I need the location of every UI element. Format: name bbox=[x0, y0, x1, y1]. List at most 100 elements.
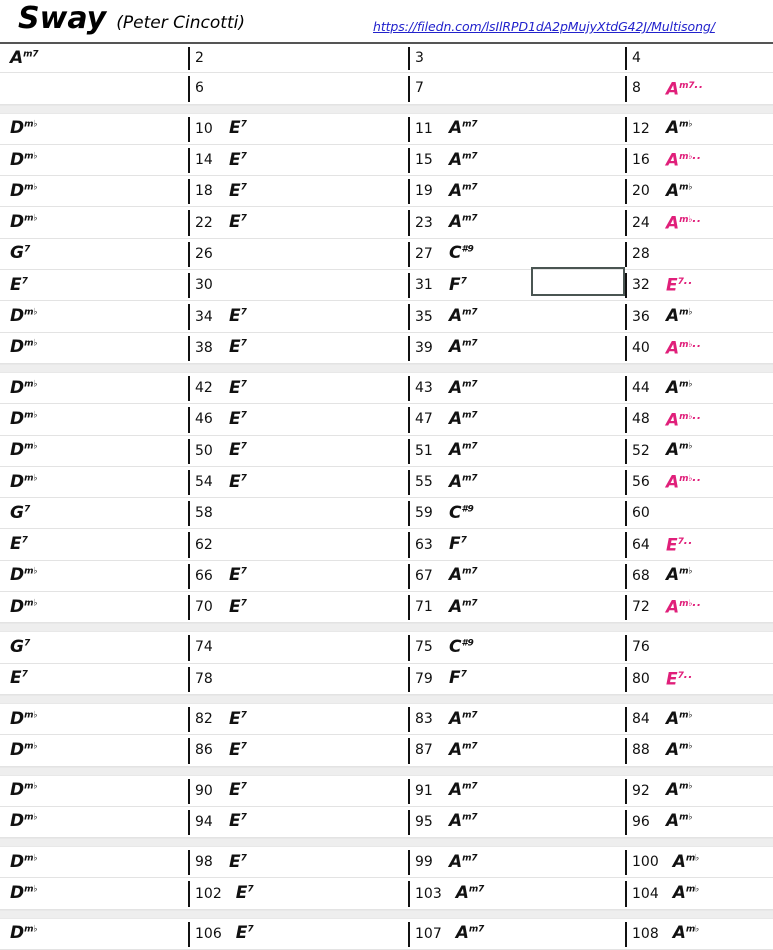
measure-cell[interactable]: E7 bbox=[0, 664, 188, 694]
measure-cell[interactable]: Dm♭ bbox=[0, 847, 188, 877]
chord-symbol[interactable]: Am7 bbox=[456, 885, 485, 902]
measure-cell[interactable]: 12 Am♭ bbox=[625, 114, 773, 144]
measure-cell[interactable]: E7 bbox=[0, 270, 188, 300]
measure-cell[interactable]: 30 bbox=[188, 270, 408, 300]
measure-cell[interactable]: Dm♭ bbox=[0, 333, 188, 363]
chord-symbol[interactable]: Dm♭ bbox=[10, 853, 37, 871]
chord-symbol[interactable]: Am♭ bbox=[666, 379, 693, 397]
chord-symbol[interactable]: G7 bbox=[10, 245, 30, 262]
chord-symbol[interactable]: Am♭ bbox=[673, 925, 700, 942]
chord-symbol[interactable]: G7 bbox=[10, 504, 30, 522]
chord-symbol[interactable]: G7 bbox=[10, 638, 30, 656]
measure-cell[interactable]: 55 Am7 bbox=[408, 467, 625, 497]
chord-symbol[interactable]: E7 bbox=[236, 925, 254, 942]
measure-cell[interactable]: 46 E7 bbox=[188, 404, 408, 434]
measure-cell[interactable]: 20 Am♭ bbox=[625, 176, 773, 206]
measure-cell[interactable]: Dm♭ bbox=[0, 807, 188, 837]
measure-cell[interactable]: 6 bbox=[188, 73, 408, 103]
measure-cell[interactable]: 80 E7.. bbox=[625, 664, 773, 694]
source-url-link[interactable]: https://filedn.com/lsIlRPD1dA2pMujyXtdG4… bbox=[373, 19, 715, 34]
chord-symbol[interactable]: Dm♭ bbox=[10, 567, 37, 584]
measure-cell[interactable]: 10 E7 bbox=[188, 114, 408, 144]
measure-cell[interactable]: Dm♭ bbox=[0, 436, 188, 466]
measure-cell[interactable]: Dm♭ bbox=[0, 592, 188, 622]
chord-symbol[interactable]: E7 bbox=[229, 710, 247, 728]
chord-symbol[interactable]: C#9 bbox=[449, 504, 474, 522]
chord-symbol[interactable]: E7 bbox=[229, 182, 247, 200]
measure-cell[interactable]: 108 Am♭ bbox=[625, 919, 773, 949]
chord-symbol[interactable]: Dm♭ bbox=[10, 379, 37, 397]
measure-cell[interactable]: 99 Am7 bbox=[408, 847, 625, 877]
measure-cell[interactable]: 2 bbox=[188, 44, 408, 72]
chord-symbol[interactable]: Am♭ bbox=[666, 308, 693, 325]
measure-cell[interactable]: 32 E7.. bbox=[625, 270, 773, 300]
chord-symbol[interactable]: F7 bbox=[449, 276, 467, 294]
chord-symbol[interactable]: Dm♭ bbox=[10, 120, 37, 137]
measure-cell[interactable]: Dm♭ bbox=[0, 404, 188, 434]
chord-symbol[interactable]: E7 bbox=[229, 853, 247, 871]
measure-cell[interactable]: G7 bbox=[0, 632, 188, 662]
measure-cell[interactable]: Dm♭ bbox=[0, 301, 188, 331]
measure-cell[interactable]: Am7 bbox=[0, 44, 188, 72]
measure-cell[interactable]: 38 E7 bbox=[188, 333, 408, 363]
chord-symbol[interactable]: Am♭ bbox=[673, 885, 700, 902]
measure-cell[interactable]: 27 C#9 bbox=[408, 239, 625, 269]
measure-cell[interactable]: 26 bbox=[188, 239, 408, 269]
chord-symbol[interactable]: Dm♭ bbox=[10, 410, 37, 428]
measure-cell[interactable]: 71 Am7 bbox=[408, 592, 625, 622]
chord-symbol[interactable]: Am♭ bbox=[666, 442, 693, 459]
measure-cell[interactable]: 40 Am♭.. bbox=[625, 333, 773, 363]
measure-cell[interactable]: 16 Am♭.. bbox=[625, 145, 773, 175]
chord-symbol[interactable]: Dm♭ bbox=[10, 598, 37, 616]
chord-symbol[interactable]: Am7 bbox=[449, 710, 478, 728]
chord-symbol[interactable]: Am7 bbox=[449, 214, 478, 231]
chord-symbol[interactable]: E7 bbox=[229, 410, 247, 428]
chord-symbol[interactable]: Am7 bbox=[449, 410, 478, 428]
measure-cell[interactable]: Dm♭ bbox=[0, 207, 188, 237]
measure-cell[interactable]: 90 E7 bbox=[188, 776, 408, 806]
chord-symbol[interactable]: Am♭.. bbox=[666, 213, 702, 233]
measure-cell[interactable]: 95 Am7 bbox=[408, 807, 625, 837]
chord-symbol[interactable]: Am7 bbox=[456, 925, 485, 942]
chord-symbol[interactable]: Am7 bbox=[449, 782, 478, 799]
measure-cell[interactable]: 75 C#9 bbox=[408, 632, 625, 662]
measure-cell[interactable]: 14 E7 bbox=[188, 145, 408, 175]
measure-cell[interactable]: Dm♭ bbox=[0, 145, 188, 175]
chord-symbol[interactable]: E7 bbox=[229, 442, 247, 459]
measure-cell[interactable]: Dm♭ bbox=[0, 776, 188, 806]
chord-symbol[interactable]: E7.. bbox=[666, 275, 693, 295]
measure-cell[interactable]: 72 Am♭.. bbox=[625, 592, 773, 622]
measure-cell[interactable]: 84 Am♭ bbox=[625, 704, 773, 734]
measure-cell[interactable]: 8 Am7.. bbox=[625, 73, 773, 103]
measure-cell[interactable]: 78 bbox=[188, 664, 408, 694]
chord-symbol[interactable]: Dm♭ bbox=[10, 710, 37, 728]
measure-cell[interactable]: 100 Am♭ bbox=[625, 847, 773, 877]
measure-cell[interactable]: Dm♭ bbox=[0, 373, 188, 403]
measure-cell[interactable]: 96 Am♭ bbox=[625, 807, 773, 837]
chord-symbol[interactable]: Am♭.. bbox=[666, 338, 702, 358]
chord-symbol[interactable]: Dm♭ bbox=[10, 925, 37, 942]
measure-cell[interactable]: Dm♭ bbox=[0, 467, 188, 497]
measure-cell[interactable]: Dm♭ bbox=[0, 704, 188, 734]
chord-symbol[interactable]: Am♭ bbox=[666, 182, 693, 200]
chord-symbol[interactable]: Am♭ bbox=[666, 567, 693, 584]
measure-cell[interactable]: 58 bbox=[188, 498, 408, 528]
chord-symbol[interactable]: Am7 bbox=[449, 339, 478, 356]
measure-cell[interactable]: 22 E7 bbox=[188, 207, 408, 237]
measure-cell[interactable]: 50 E7 bbox=[188, 436, 408, 466]
chord-symbol[interactable]: E7 bbox=[229, 567, 247, 584]
measure-cell[interactable]: 35 Am7 bbox=[408, 301, 625, 331]
chord-symbol[interactable]: Dm♭ bbox=[10, 885, 37, 902]
measure-cell[interactable]: 106 E7 bbox=[188, 919, 408, 949]
measure-cell[interactable]: 48 Am♭.. bbox=[625, 404, 773, 434]
chord-symbol[interactable]: Dm♭ bbox=[10, 151, 37, 169]
chord-symbol[interactable]: Am♭ bbox=[666, 813, 693, 830]
chord-symbol[interactable]: E7.. bbox=[666, 535, 693, 555]
chord-symbol[interactable]: Am♭.. bbox=[666, 472, 702, 492]
measure-cell[interactable]: 15 Am7 bbox=[408, 145, 625, 175]
chord-symbol[interactable]: Dm♭ bbox=[10, 813, 37, 830]
measure-cell[interactable]: 4 bbox=[625, 44, 773, 72]
measure-cell[interactable]: 42 E7 bbox=[188, 373, 408, 403]
measure-cell[interactable]: 104 Am♭ bbox=[625, 878, 773, 908]
measure-cell[interactable]: 19 Am7 bbox=[408, 176, 625, 206]
